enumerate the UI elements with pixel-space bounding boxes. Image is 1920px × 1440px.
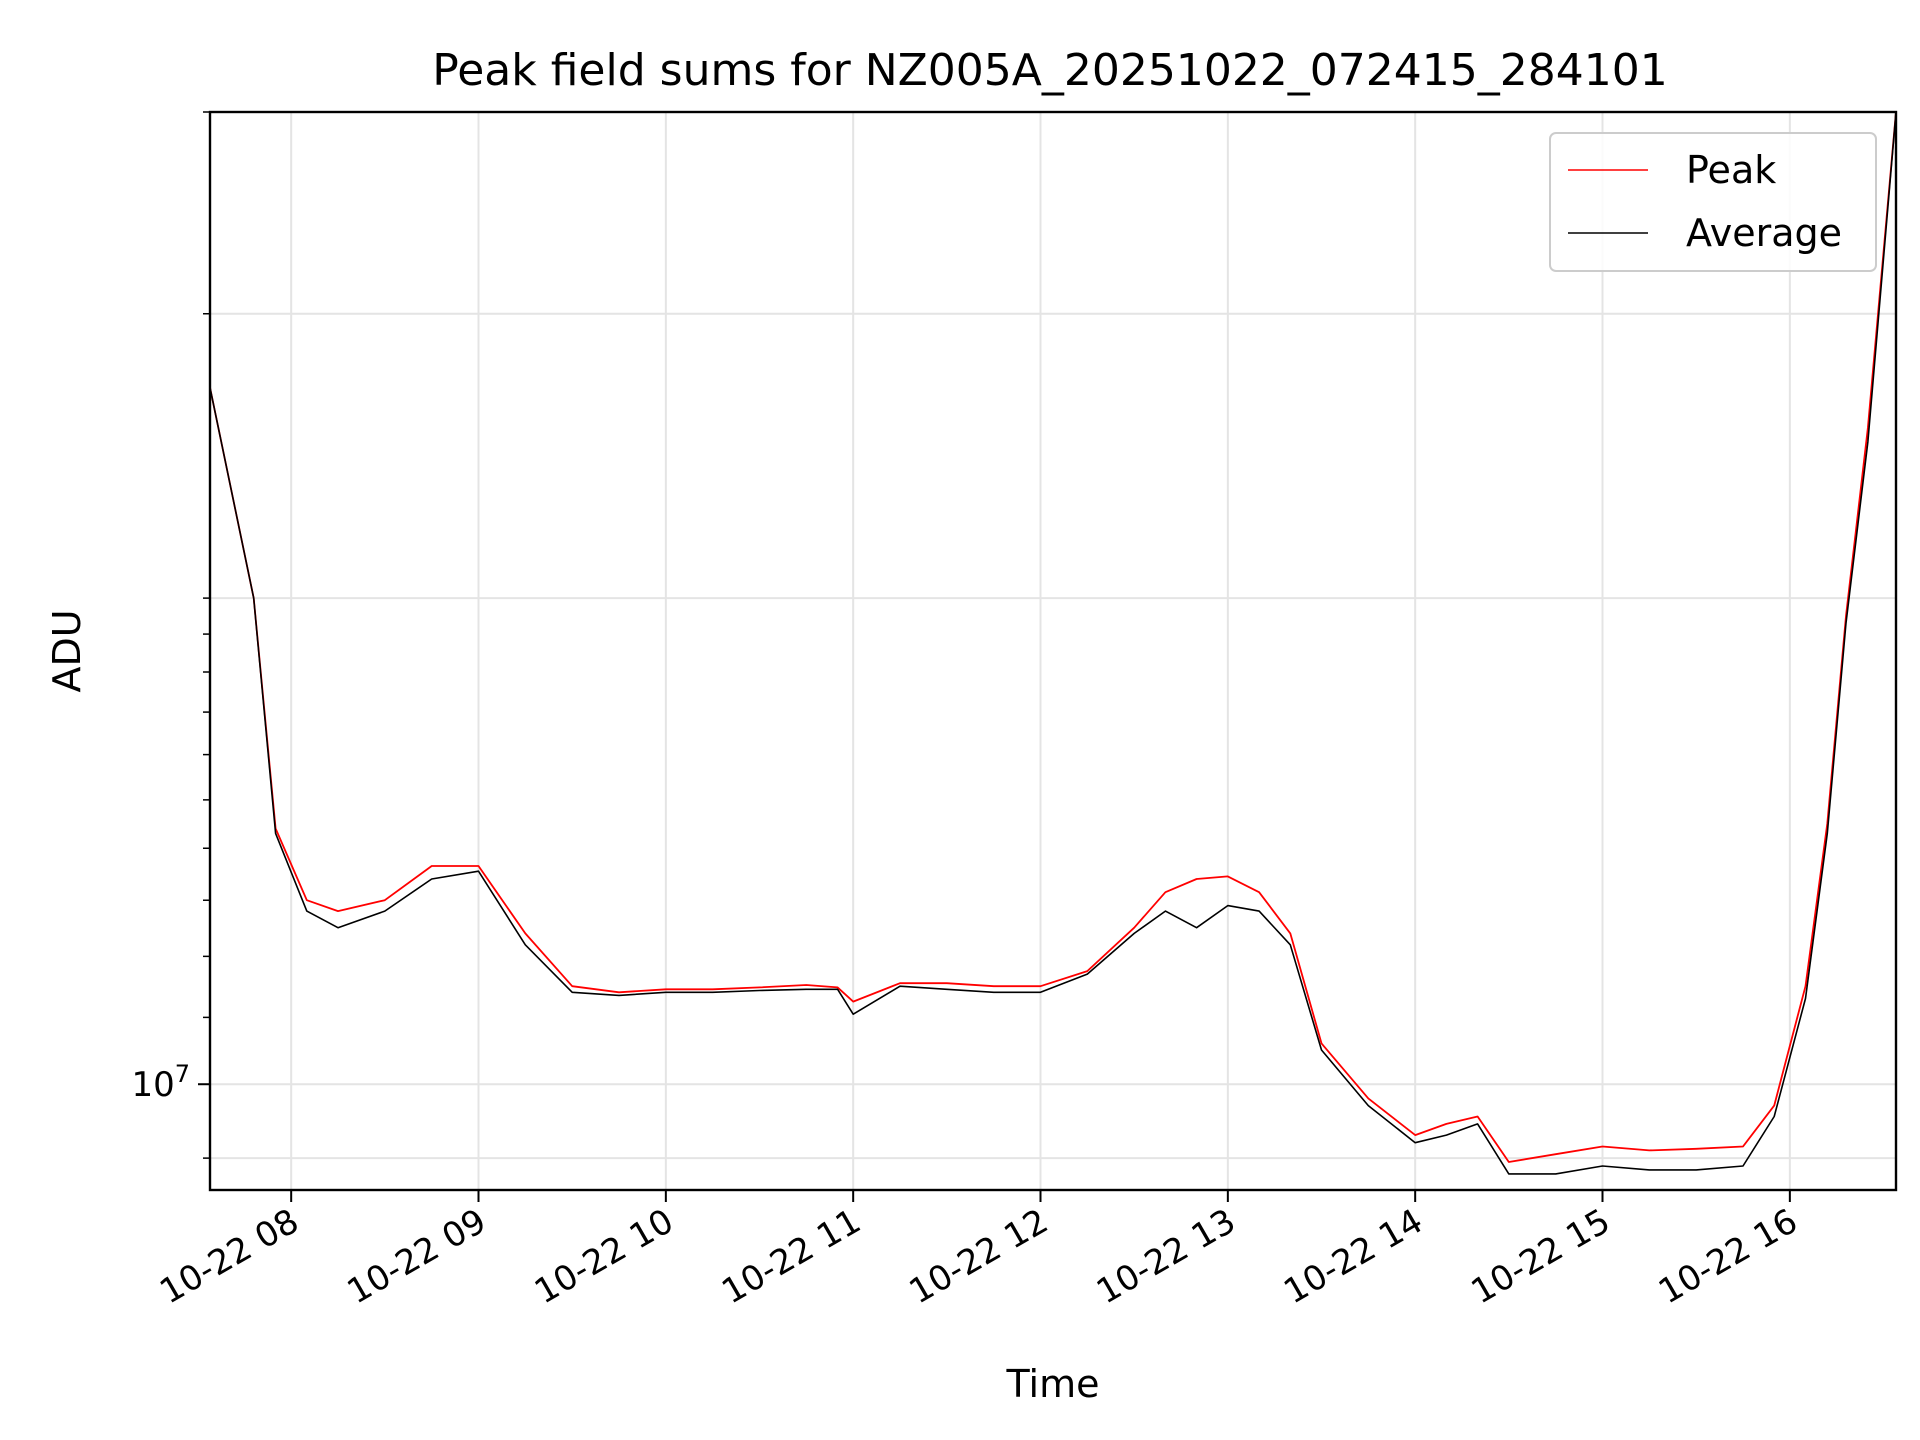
x-tick-label: 10-22 14 (1277, 1201, 1429, 1312)
legend: Peak Average (1549, 132, 1877, 272)
x-axis-label: Time (1006, 1362, 1100, 1406)
x-tick-label: 10-22 09 (341, 1201, 493, 1312)
chart-title: Peak field sums for NZ005A_20251022_0724… (432, 45, 1667, 96)
x-axis-ticks: 10-22 08 10-22 09 10-22 10 10-22 11 10-22 12… (153, 1190, 1804, 1312)
x-tick-label: 10-22 11 (715, 1201, 867, 1312)
x-tick-label: 10-22 16 (1652, 1201, 1804, 1312)
series-line-peak (209, 111, 1897, 1163)
x-tick-label: 10-22 13 (1090, 1201, 1242, 1312)
legend-box (1549, 132, 1877, 272)
y-tick-label: 107 (131, 1060, 190, 1105)
y-axis-label: ADU (45, 609, 89, 692)
series-lines (209, 111, 1897, 1175)
grid (210, 111, 1896, 1190)
x-tick-label: 10-22 08 (153, 1201, 305, 1312)
x-tick-label: 10-22 12 (903, 1201, 1055, 1312)
legend-average-label: Average (1686, 211, 1842, 255)
x-tick-label: 10-22 15 (1465, 1201, 1617, 1312)
y-axis-ticks: 107 (131, 111, 210, 1159)
series-line-average (209, 111, 1897, 1175)
legend-peak-label: Peak (1686, 148, 1776, 192)
x-tick-label: 10-22 10 (528, 1201, 680, 1312)
plot-frame (208, 110, 1898, 1192)
